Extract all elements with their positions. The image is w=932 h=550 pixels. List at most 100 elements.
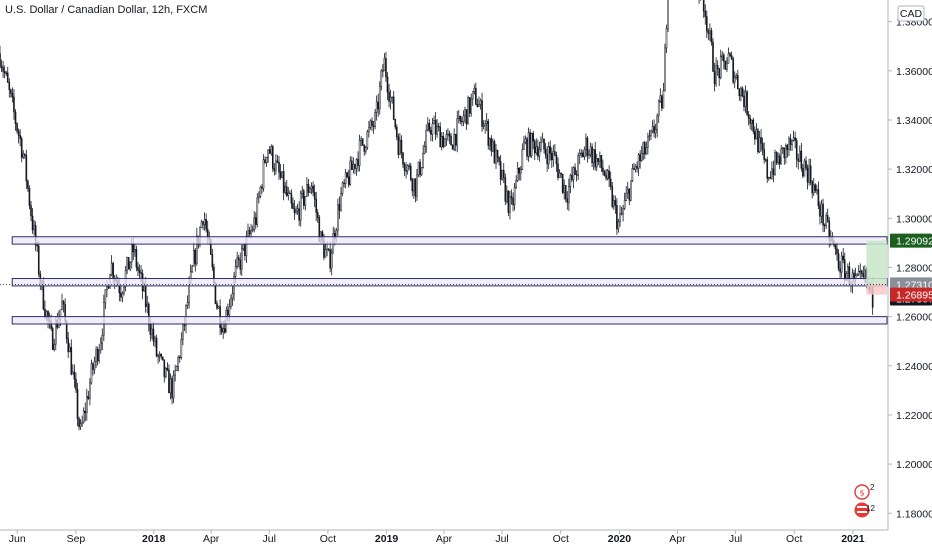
candle-body (298, 208, 300, 221)
candle-body (2, 67, 4, 72)
candle-body (482, 125, 485, 127)
candle-body (82, 410, 85, 423)
candle-body (396, 126, 398, 138)
candle-body (856, 273, 858, 276)
candle-body (842, 255, 845, 260)
candle-body (202, 221, 204, 225)
candle-body (3, 71, 6, 74)
candle-body (560, 172, 562, 175)
candle-body (343, 182, 345, 184)
candle-body (476, 104, 479, 107)
candle-body (313, 192, 316, 200)
candle-body (37, 245, 40, 275)
candle-body (259, 186, 262, 197)
candle-body (823, 224, 826, 227)
candle-body (741, 87, 744, 97)
candle-body (110, 262, 113, 275)
time-tick-label: Jul (495, 533, 508, 545)
candle-body (192, 250, 195, 267)
candle-body (299, 193, 302, 221)
candle-body (710, 30, 713, 43)
candle-body (84, 410, 87, 413)
candle-body (764, 159, 767, 161)
candle-body (310, 185, 313, 190)
candle-body (740, 87, 742, 97)
candle-body (228, 306, 231, 316)
candle-body (250, 229, 252, 235)
candle-body (316, 212, 319, 218)
candle-body (293, 208, 296, 213)
dividend-icon[interactable] (854, 484, 870, 500)
candle-body (95, 348, 97, 362)
candle-body (272, 146, 274, 169)
candle-body (258, 196, 260, 199)
candle-body (515, 180, 517, 188)
candle-body (664, 47, 666, 92)
candle-body (578, 153, 581, 157)
candle-body (68, 347, 71, 353)
candle-body (781, 147, 784, 150)
candle-body (120, 292, 122, 298)
currency-box[interactable] (897, 5, 925, 22)
candle-body (275, 160, 277, 171)
candle-body (512, 197, 514, 206)
candle-body (169, 378, 172, 394)
candle-body (797, 158, 800, 162)
candle-body (716, 65, 719, 70)
candle-body (285, 186, 288, 196)
candle-body (44, 308, 46, 318)
candle-body (380, 70, 383, 87)
candle-body (737, 75, 739, 89)
candle-body (16, 123, 18, 132)
candle-body (554, 151, 556, 156)
zone-rect[interactable] (11, 236, 888, 245)
candle-body (625, 192, 628, 201)
candle-body (704, 10, 707, 17)
target-area[interactable] (866, 240, 887, 285)
long-position-tool (866, 240, 887, 295)
candle-body (757, 129, 759, 153)
candle-body (521, 149, 524, 170)
currency-text: CAD (900, 8, 923, 20)
candle-body (721, 54, 724, 57)
candle-body (743, 95, 745, 107)
candle-body (749, 118, 752, 124)
candle-body (774, 152, 776, 175)
candle-body (79, 423, 82, 428)
candle-body (290, 193, 293, 204)
candle-body (715, 65, 717, 85)
candle-body (788, 138, 790, 151)
candle-body (510, 196, 513, 199)
candle-body (368, 127, 370, 132)
candle-body (752, 119, 755, 132)
candle-body (563, 185, 566, 193)
candle-body (541, 138, 544, 143)
zone-rect[interactable] (11, 316, 888, 325)
time-tick-label: Jul (729, 533, 742, 545)
candle-body (854, 275, 857, 279)
stop-area[interactable] (866, 284, 887, 295)
candle-body (780, 148, 783, 165)
price-axis: 1.380001.360001.340001.320001.300001.280… (887, 0, 932, 530)
candle-body (484, 123, 486, 126)
candle-body (397, 136, 400, 155)
candle-body (389, 96, 392, 102)
earnings-count: 12 (866, 504, 875, 513)
candle-body (185, 304, 187, 326)
candle-body (10, 89, 12, 94)
candle-body (155, 337, 158, 357)
candle-body (203, 219, 206, 225)
time-tick-label: Apr (203, 533, 220, 545)
earnings-icon-stripe (857, 511, 867, 513)
candle-body (409, 165, 412, 180)
candle-body (245, 235, 248, 256)
candle-body (414, 178, 417, 197)
candle-body (354, 164, 356, 169)
candle-body (303, 190, 305, 206)
candle-body (713, 71, 716, 85)
candle-body (825, 215, 827, 227)
price-tick-label: 1.32000 (896, 164, 932, 176)
candle-body (622, 208, 624, 214)
zone-rect[interactable] (11, 278, 888, 287)
